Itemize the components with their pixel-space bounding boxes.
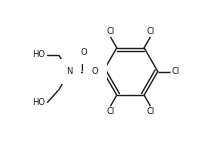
Text: O: O xyxy=(81,48,88,57)
Text: HO: HO xyxy=(32,50,45,59)
Text: Cl: Cl xyxy=(171,67,179,76)
Text: HO: HO xyxy=(32,98,45,107)
Text: Cl: Cl xyxy=(147,27,155,36)
Text: Cl: Cl xyxy=(106,27,114,36)
Text: O: O xyxy=(92,67,98,76)
Text: N: N xyxy=(66,67,72,76)
Text: Cl: Cl xyxy=(106,107,114,116)
Text: Cl: Cl xyxy=(147,107,155,116)
